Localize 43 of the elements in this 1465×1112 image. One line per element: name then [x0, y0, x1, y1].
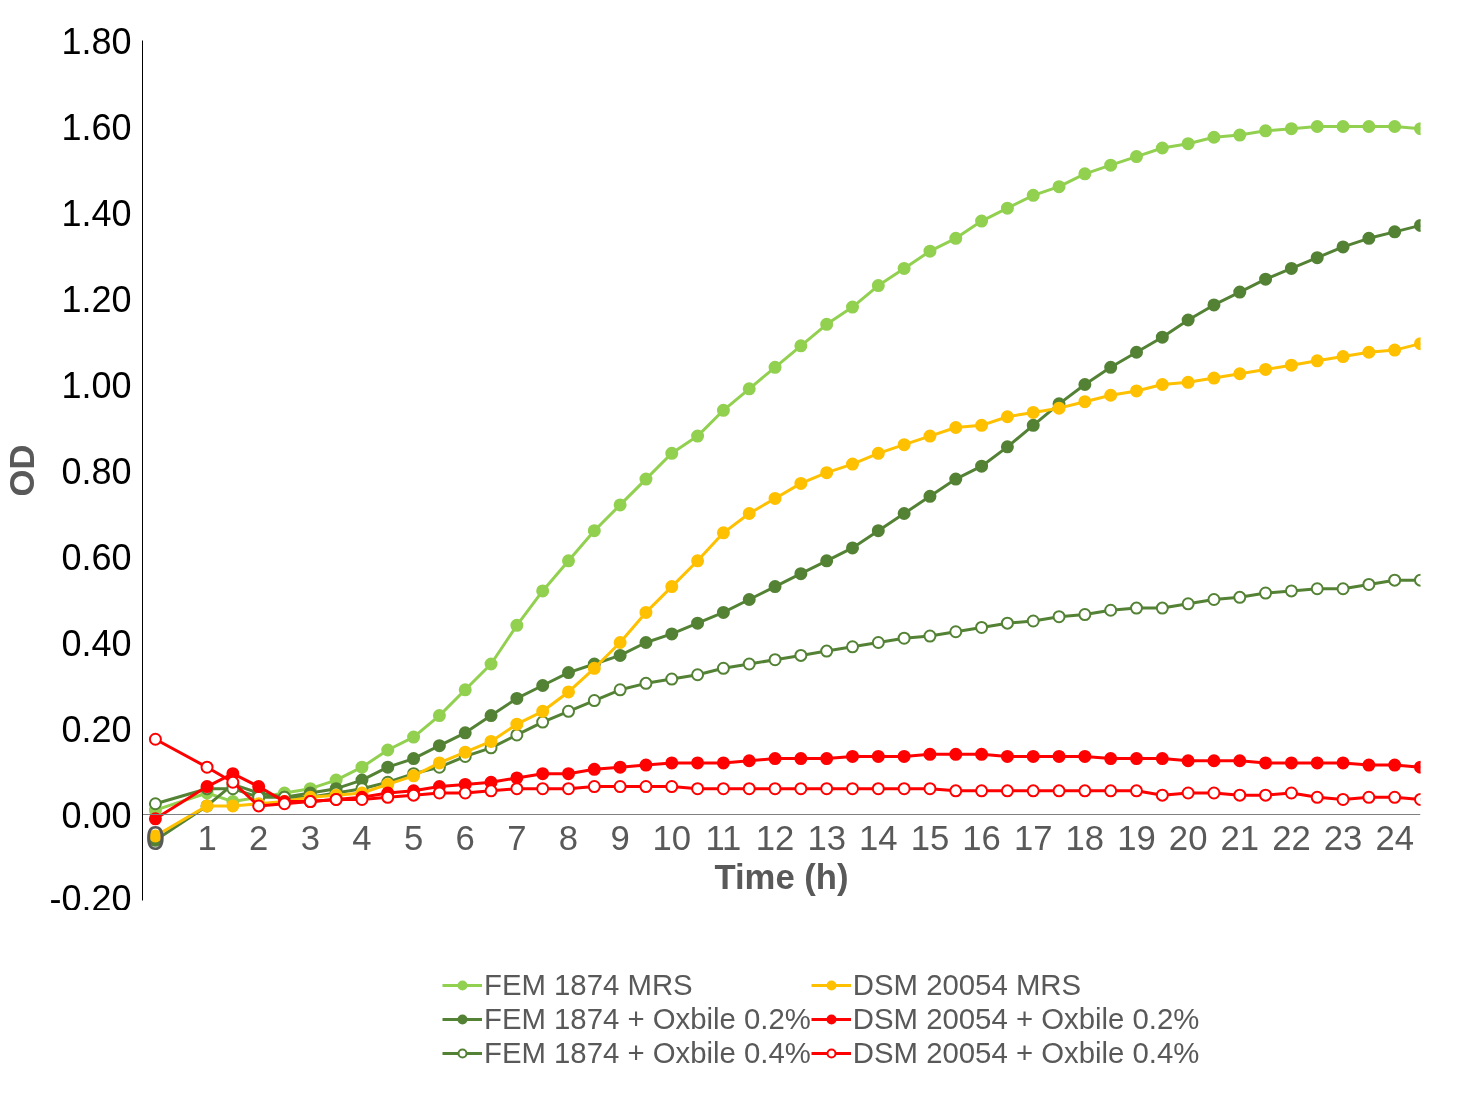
x-tick-label: 12: [755, 818, 795, 857]
y-tick-label: 0.80: [61, 450, 132, 492]
x-tick-label: 2: [249, 818, 269, 857]
x-axis-title: Time (h): [714, 857, 849, 896]
x-tick-label: 19: [1117, 818, 1156, 857]
y-tick-label: 1.20: [61, 278, 132, 320]
y-tick-label: 0.40: [61, 622, 132, 664]
legend-label: DSM 20054 + Oxbile 0.4%: [852, 1036, 1200, 1070]
x-tick-label: 24: [1375, 818, 1414, 857]
x-tick-label: 17: [1013, 818, 1053, 857]
x-tick-label: 9: [610, 818, 630, 857]
y-tick-label: 0.20: [61, 708, 132, 750]
x-tick-label: 10: [652, 818, 692, 857]
x-tick-label: 20: [1168, 818, 1208, 857]
x-tick-label: 6: [455, 818, 475, 857]
x-tick-label: 11: [705, 818, 742, 857]
x-tick-label: 15: [910, 818, 950, 857]
legend-label: FEM 1874 + Oxbile 0.4%: [484, 1036, 811, 1070]
y-tick-label: 0.00: [61, 794, 132, 836]
x-tick-label: 21: [1220, 818, 1260, 857]
x-tick-label: 5: [403, 818, 424, 857]
legend-label: DSM 20054 MRS: [852, 968, 1082, 1002]
x-tick-label: 18: [1065, 818, 1105, 857]
x-tick-label: 22: [1272, 818, 1311, 857]
x-tick-label: 4: [352, 818, 372, 857]
y-axis-title: OD: [3, 444, 42, 497]
x-tick-label: 1: [197, 818, 217, 857]
x-tick-label: 3: [300, 818, 320, 857]
y-tick-label: 0.60: [61, 536, 132, 578]
legend-label: FEM 1874 MRS: [484, 968, 693, 1002]
x-tick-label: 8: [558, 818, 579, 857]
legend-label: FEM 1874 + Oxbile 0.2%: [484, 1002, 811, 1036]
y-tick-label: 1.40: [61, 192, 132, 234]
x-tick-label: 0: [145, 818, 166, 857]
y-tick-label: 1.60: [61, 106, 132, 148]
x-tick-label: 23: [1323, 818, 1363, 857]
x-tick-label: 7: [507, 818, 527, 857]
y-tick-label: 1.80: [61, 20, 132, 62]
y-tick-label: 1.00: [61, 364, 132, 406]
x-tick-label: 16: [962, 818, 1001, 857]
x-tick-label: 14: [859, 818, 898, 857]
legend-label: DSM 20054 + Oxbile 0.2%: [852, 1002, 1200, 1036]
x-tick-label: 13: [807, 818, 846, 857]
